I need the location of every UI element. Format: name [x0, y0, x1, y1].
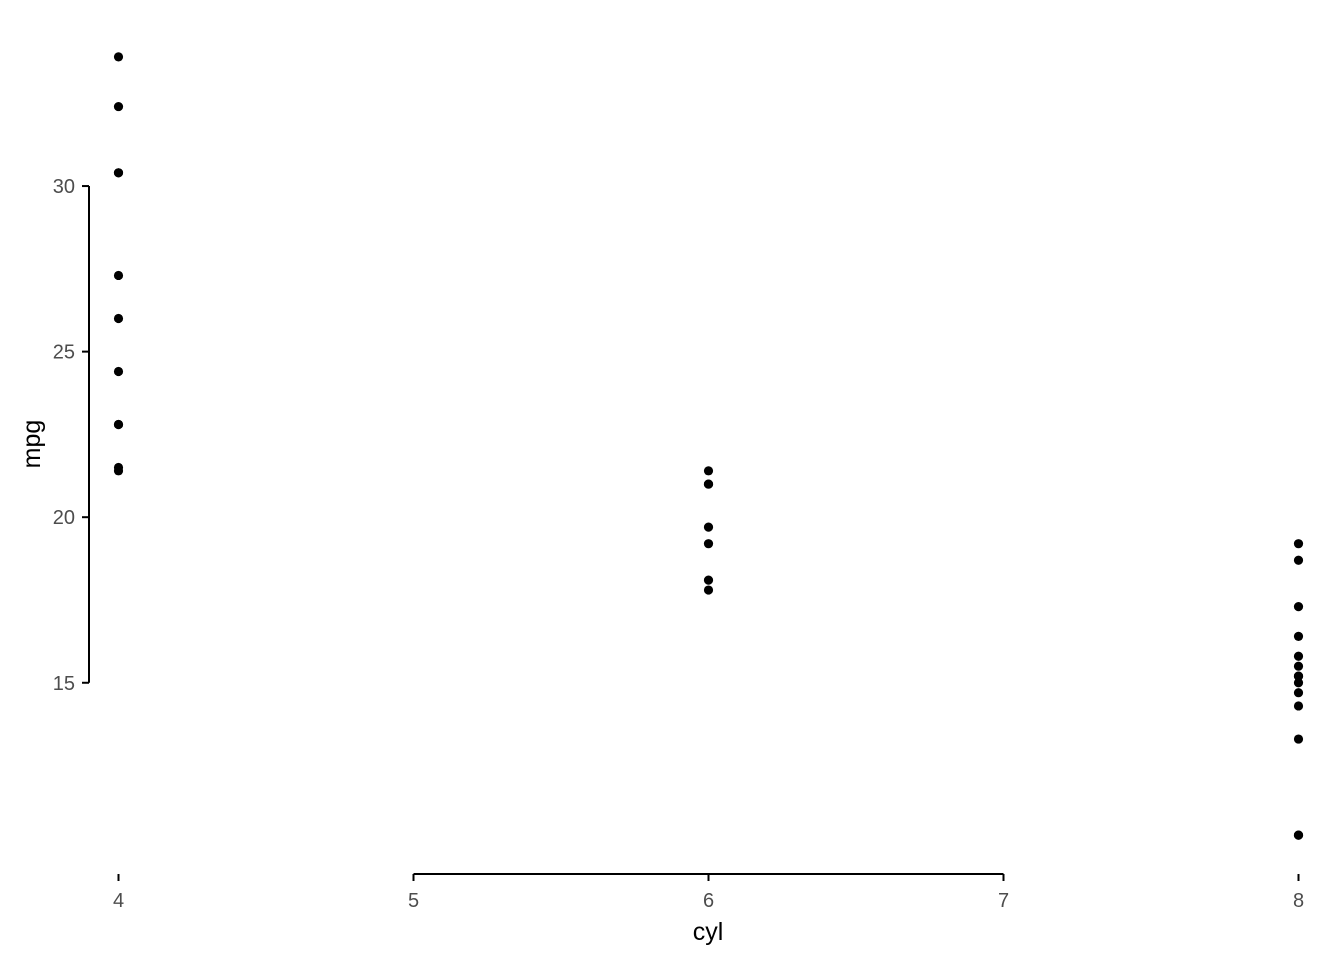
y-tick-label: 15 [53, 673, 75, 695]
x-tick-label: 4 [113, 890, 124, 912]
data-point [1293, 651, 1304, 661]
x-axis-title: cyl [693, 918, 724, 946]
data-point [113, 101, 124, 112]
y-tick-label: 20 [53, 507, 75, 529]
data-points [113, 52, 1304, 840]
data-point [703, 575, 714, 585]
y-tick-label: 30 [53, 176, 75, 198]
data-point [703, 522, 714, 532]
y-tick-label: 25 [53, 342, 75, 364]
data-point [113, 270, 124, 281]
data-point [1293, 661, 1304, 671]
x-tick-label: 6 [703, 890, 714, 912]
x-tick-label: 8 [1293, 890, 1304, 912]
data-point [1293, 555, 1304, 565]
data-point [703, 585, 714, 595]
data-point [1293, 671, 1304, 681]
x-tick-label: 5 [408, 890, 419, 912]
data-point [703, 466, 714, 476]
data-point [113, 313, 124, 324]
data-point [1293, 631, 1304, 642]
x-axis: 4 5 6 7 8 [113, 873, 1304, 912]
data-point [113, 366, 124, 377]
data-point [703, 479, 714, 489]
data-point [1293, 539, 1304, 549]
data-point [113, 52, 124, 62]
data-point [1293, 688, 1304, 698]
data-point [703, 539, 714, 549]
data-point [1293, 830, 1304, 840]
data-point [1293, 602, 1304, 612]
y-axis-title: mpg [18, 420, 46, 469]
data-point [113, 168, 124, 178]
data-point [1293, 678, 1304, 688]
data-point [1293, 701, 1304, 711]
x-tick-label: 7 [998, 890, 1009, 912]
data-point [1293, 734, 1304, 744]
data-point [113, 466, 124, 476]
data-point [113, 419, 124, 430]
y-axis: 15 20 25 30 [53, 176, 90, 695]
